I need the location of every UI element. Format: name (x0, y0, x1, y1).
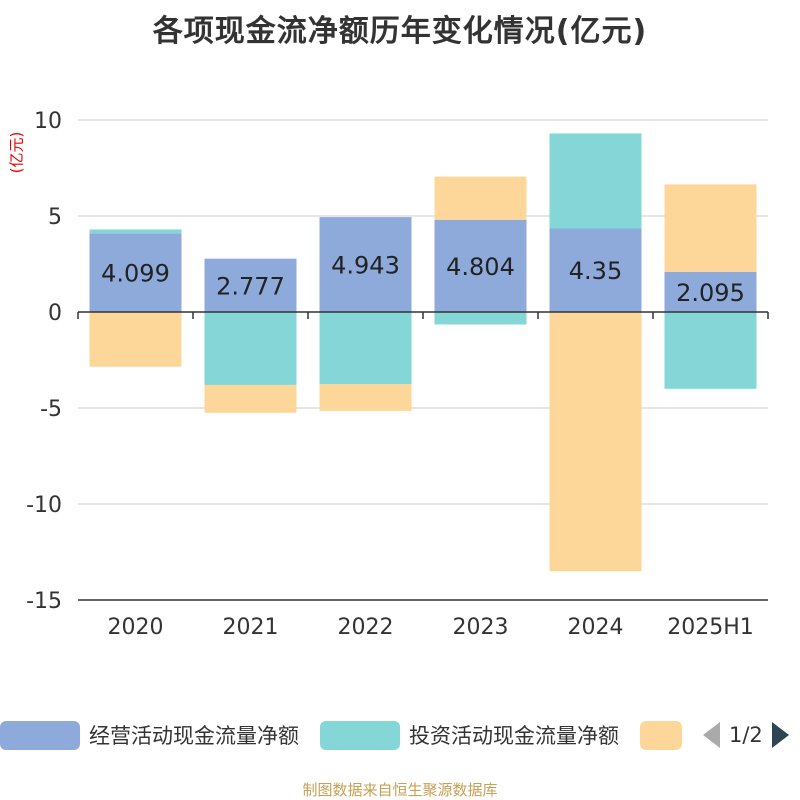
legend-item-operating[interactable]: 经营活动现金流量净额 (0, 717, 299, 753)
bar-2021-series-0 (204, 258, 297, 312)
bar-2023-series-0 (434, 219, 527, 312)
x-tick-label: 2022 (338, 615, 394, 640)
legend-swatch-investing (320, 720, 400, 750)
bar-2020-series-2 (89, 312, 182, 367)
legend: 经营活动现金流量净额 投资活动现金流量净额 1/2 (0, 717, 800, 753)
data-label: 4.804 (446, 253, 515, 281)
y-tick-label: 0 (48, 301, 62, 326)
legend-page-indicator: 1/2 (729, 723, 763, 747)
y-tick-label: -5 (40, 397, 62, 422)
bar-2024-series-1 (549, 133, 642, 229)
data-label: 2.777 (216, 272, 285, 300)
bar-2024-series-0 (549, 228, 642, 312)
bar-2020-series-0 (89, 233, 182, 312)
y-tick-label: 5 (48, 205, 62, 230)
y-tick-label: -10 (26, 493, 62, 518)
data-label: 2.095 (676, 279, 745, 307)
x-tick-label: 2025H1 (667, 615, 754, 640)
bar-2021-series-2 (204, 384, 297, 413)
x-tick-label: 2023 (453, 615, 509, 640)
chart-title: 各项现金流净额历年变化情况(亿元) (152, 14, 648, 49)
legend-item-investing[interactable]: 投资活动现金流量净额 (320, 717, 619, 753)
x-tick-label: 2021 (223, 615, 279, 640)
bar-2022-series-1 (319, 312, 412, 384)
bar-2025H1-series-1 (664, 312, 757, 389)
legend-swatch-financing (640, 720, 682, 750)
legend-label-investing: 投资活动现金流量净额 (409, 724, 619, 748)
bar-2022-series-0 (319, 217, 412, 312)
triangle-left-icon[interactable] (703, 722, 720, 748)
bar-2023-series-2 (434, 176, 527, 220)
legend-swatch-operating (0, 720, 80, 750)
bar-2024-series-2 (549, 312, 642, 572)
legend-item-financing[interactable] (640, 717, 682, 753)
bar-2025H1-series-0 (664, 271, 757, 312)
bar-2023-series-1 (434, 312, 527, 325)
bar-2025H1-series-2 (664, 184, 757, 272)
data-label: 4.099 (101, 260, 170, 288)
bar-2022-series-2 (319, 384, 412, 411)
bar-2021-series-1 (204, 312, 297, 385)
legend-pager: 1/2 (703, 717, 789, 753)
y-tick-label: 10 (34, 109, 62, 134)
data-label: 4.943 (331, 252, 400, 280)
x-tick-label: 2024 (568, 615, 624, 640)
x-tick-label: 2020 (108, 615, 164, 640)
triangle-right-icon[interactable] (771, 722, 789, 748)
bar-2020-series-1 (89, 229, 182, 234)
legend-label-operating: 经营活动现金流量净额 (89, 724, 299, 748)
data-source-note: 制图数据来自恒生聚源数据库 (302, 781, 498, 799)
data-label: 4.35 (569, 257, 622, 285)
y-tick-label: -15 (26, 589, 62, 614)
bar-chart: 10 5 0 -5 -10 -15 4.099 2.777 4.943 4.804 4.35 2.09… (26, 109, 769, 640)
